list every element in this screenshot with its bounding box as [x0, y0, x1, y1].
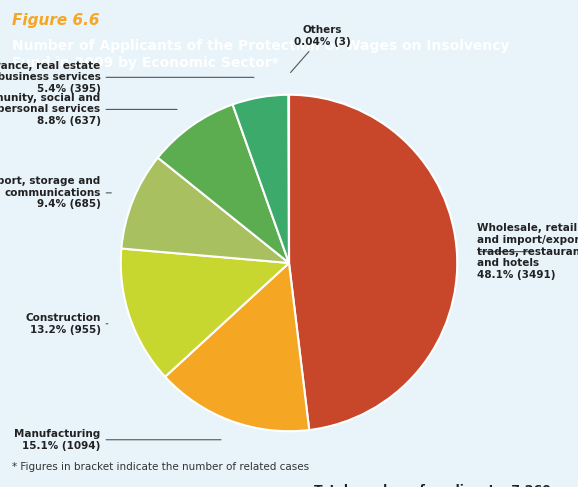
Wedge shape [165, 263, 309, 431]
Text: Others
0.04% (3): Others 0.04% (3) [291, 25, 351, 73]
Text: Wholesale, retail
and import/export
trades, restaurants
and hotels
48.1% (3491): Wholesale, retail and import/export trad… [477, 224, 578, 280]
Text: * Figures in bracket indicate the number of related cases: * Figures in bracket indicate the number… [12, 462, 309, 472]
Wedge shape [158, 105, 289, 263]
Text: Transport, storage and
communications
9.4% (685): Transport, storage and communications 9.… [0, 176, 112, 209]
Text: Number of Applicants of the Protection of Wages on Insolvency
Fund in 2009 by Ec: Number of Applicants of the Protection o… [12, 39, 509, 70]
Text: Construction
13.2% (955): Construction 13.2% (955) [25, 313, 108, 335]
Text: Manufacturing
15.1% (1094): Manufacturing 15.1% (1094) [14, 429, 221, 450]
Wedge shape [121, 248, 289, 377]
Text: Community, social and
personal services
8.8% (637): Community, social and personal services … [0, 93, 177, 126]
Text: Financing, insurance, real estate
and business services
5.4% (395): Financing, insurance, real estate and bu… [0, 61, 254, 94]
Text: Total number of applicants: 7,260: Total number of applicants: 7,260 [313, 484, 550, 487]
Wedge shape [289, 95, 457, 430]
Wedge shape [232, 95, 289, 263]
Wedge shape [121, 158, 289, 263]
Text: Figure 6.6: Figure 6.6 [12, 13, 99, 28]
